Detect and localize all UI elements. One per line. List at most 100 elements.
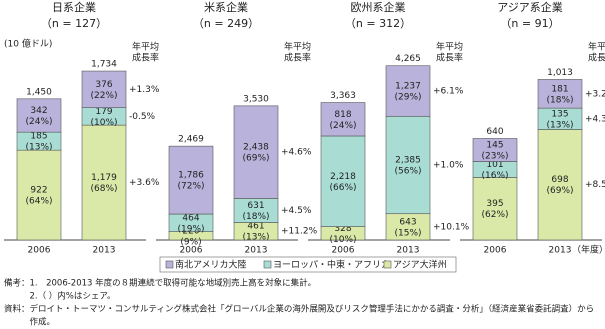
- growth-label: +4.3%: [585, 114, 605, 124]
- share-label: (13%): [25, 143, 52, 153]
- legend-swatch: [383, 260, 392, 269]
- share-label: (69%): [546, 186, 573, 196]
- bar-segment: [537, 79, 583, 109]
- legend-label: 南北アメリカ大陸: [175, 259, 247, 271]
- value-label: 179: [95, 107, 112, 117]
- value-label: 464: [182, 213, 199, 223]
- share-label: (62%): [481, 210, 508, 220]
- total-label: 4,265: [395, 54, 421, 64]
- bar-segment: [81, 124, 127, 241]
- panel-title: アジア系企業: [497, 0, 563, 14]
- value-label: 698: [551, 175, 568, 185]
- share-label: (10%): [329, 235, 356, 245]
- growth-label: +10.1%: [433, 222, 470, 232]
- total-label: 1,450: [26, 87, 52, 97]
- share-label: (22%): [90, 91, 117, 101]
- bar-segment: [320, 102, 366, 137]
- value-label: 135: [551, 109, 568, 119]
- panel-title: 欧州系企業: [351, 0, 406, 14]
- value-label: 2,385: [395, 156, 421, 166]
- panel-subtitle: （n = 312）: [345, 17, 411, 30]
- panel-title: 米系企業: [204, 0, 248, 14]
- legend-label: アジア大洋州: [393, 259, 447, 271]
- x-unit: （年度）: [572, 244, 605, 256]
- growth-label: +4.6%: [281, 148, 312, 158]
- total-label: 1,734: [91, 60, 117, 70]
- bar-segment: [168, 145, 214, 215]
- growth-label: +8.5%: [585, 180, 605, 190]
- share-label: (13%): [546, 120, 573, 130]
- growth-header: 年平均: [588, 41, 605, 53]
- x-tick-label: 2013: [93, 246, 116, 256]
- growth-header: 年平均: [436, 41, 463, 53]
- value-label: 342: [30, 106, 47, 116]
- share-label: (9%): [180, 237, 201, 247]
- value-label: 922: [30, 186, 47, 196]
- panel-title: 日系企業: [52, 0, 96, 14]
- growth-label: +4.5%: [281, 206, 312, 216]
- share-label: (68%): [90, 184, 117, 194]
- share-label: (64%): [25, 197, 52, 207]
- growth-label: +3.6%: [129, 178, 160, 188]
- share-label: (18%): [546, 95, 573, 105]
- panel-subtitle: （n = 127）: [41, 17, 107, 30]
- x-tick-label: 2013: [397, 246, 420, 256]
- value-label: 376: [95, 80, 112, 90]
- bar-segment: [472, 177, 518, 241]
- growth-label: +3.2%: [585, 89, 605, 99]
- legend-label: ヨーロッパ・中東・アフリカ: [273, 259, 390, 271]
- value-label: 818: [334, 110, 351, 120]
- share-label: (16%): [481, 171, 508, 181]
- value-label: 101: [486, 160, 503, 170]
- x-tick-label: 2006: [332, 246, 355, 256]
- bar-segment: [320, 135, 366, 227]
- note: 資料：デロイト・トーマツ・コンサルティング株式会社「グローバル企業の海外展開及び…: [4, 304, 594, 315]
- growth-label: +11.2%: [281, 227, 318, 237]
- panel-subtitle: （n = 249）: [193, 17, 259, 30]
- bar-segment: [385, 213, 431, 241]
- total-label: 3,530: [243, 94, 269, 104]
- total-label: 1,013: [547, 68, 573, 78]
- legend-swatch: [165, 260, 174, 269]
- value-label: 2,438: [243, 143, 269, 153]
- value-label: 328: [334, 224, 351, 234]
- growth-header: 成長率: [436, 52, 463, 64]
- growth-label: -0.5%: [129, 112, 156, 122]
- value-label: 395: [486, 199, 503, 209]
- share-label: (23%): [481, 151, 508, 161]
- share-label: (10%): [90, 118, 117, 128]
- bar-segment: [472, 138, 518, 162]
- bar-segment: [385, 115, 431, 215]
- value-label: 185: [30, 132, 47, 142]
- legend-swatch: [263, 260, 272, 269]
- growth-label: +1.3%: [129, 85, 160, 95]
- value-label: 2,218: [330, 172, 356, 182]
- growth-header: 年平均: [284, 41, 311, 53]
- bar-segment: [385, 65, 431, 117]
- share-label: (24%): [329, 121, 356, 131]
- share-label: (29%): [394, 93, 421, 103]
- share-label: (72%): [177, 182, 204, 192]
- note: 備考：1. 2006-2013 年度の８期連続で取得可能な地域別売上高を対象に集…: [4, 278, 316, 289]
- bar-segment: [16, 149, 62, 241]
- share-label: (15%): [394, 228, 421, 238]
- total-label: 640: [486, 127, 503, 137]
- growth-header: 成長率: [132, 52, 159, 64]
- share-label: (66%): [329, 183, 356, 193]
- growth-label: +1.0%: [433, 161, 464, 171]
- total-label: 2,469: [178, 135, 204, 145]
- bar-segment: [233, 105, 279, 199]
- bar-segment: [16, 98, 62, 133]
- value-label: 1,237: [395, 82, 421, 92]
- growth-header: 成長率: [588, 52, 605, 64]
- legend-box: [159, 256, 457, 273]
- bar-segment: [81, 70, 127, 108]
- growth-header: 成長率: [284, 52, 311, 64]
- x-tick-label: 2006: [28, 246, 51, 256]
- x-tick-label: 2013: [245, 246, 268, 256]
- note: 2.（ ）内%はシェア。: [4, 291, 116, 302]
- x-tick-label: 2006: [180, 246, 203, 256]
- share-label: (18%): [242, 212, 269, 222]
- share-label: (24%): [25, 117, 52, 127]
